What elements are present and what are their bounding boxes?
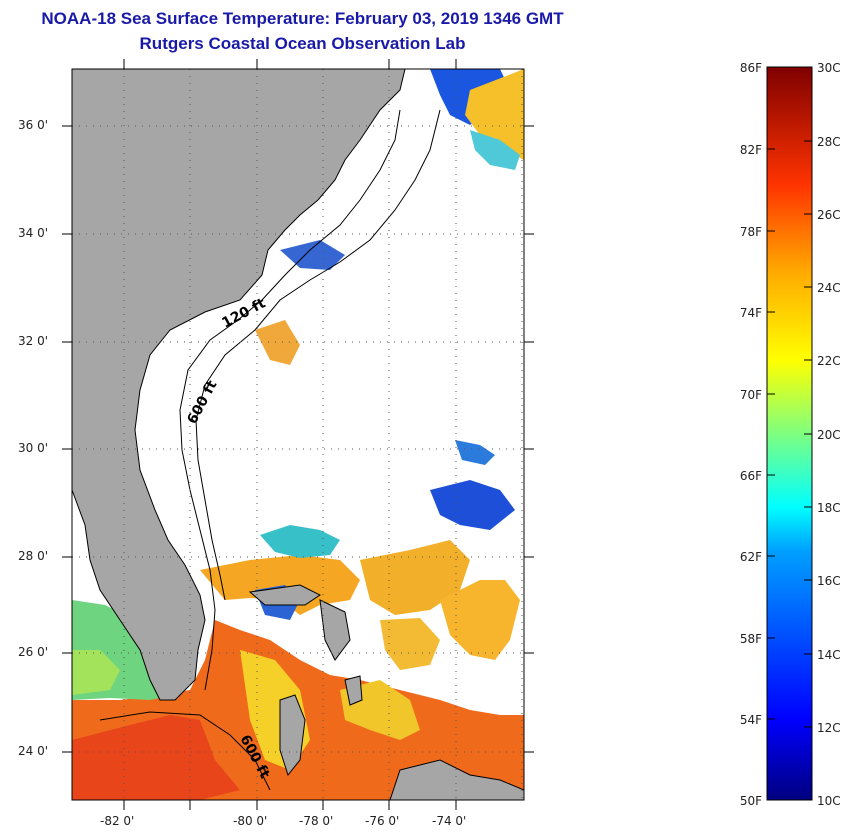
colorbar-label-58f: 58F [739, 632, 762, 646]
graticule [72, 69, 524, 800]
colorbar-label-54f: 54F [739, 713, 762, 727]
colorbar-label-30c: 30C [817, 61, 841, 75]
orange-patch-offshore [255, 320, 300, 365]
map-frame [71, 68, 525, 801]
cyan-patch-mid [260, 525, 340, 558]
lat-label-34: 34 0' [18, 226, 49, 240]
lat-label-26: 26 0' [18, 645, 49, 659]
lon-label-78: -78 0' [299, 814, 334, 828]
colorbar-label-22c: 22C [817, 354, 841, 368]
eleuthera-island [344, 675, 363, 706]
colorbar-label-14c: 14C [817, 648, 841, 662]
colorbar-label-16c: 16C [817, 574, 841, 588]
colorbar-ticks [767, 66, 812, 728]
lat-label-28: 28 0' [18, 549, 49, 563]
contour-600ft-south [99, 711, 271, 791]
contour-120ft [179, 109, 401, 691]
colorbar-label-12c: 12C [817, 721, 841, 735]
lat-label-36: 36 0' [18, 118, 49, 132]
orange-patch-far-east [440, 580, 520, 660]
blue-patch-carolina [280, 240, 345, 270]
colorbar-label-28c: 28C [817, 135, 841, 149]
contour-600ft [195, 109, 441, 601]
colorbar-label-50f: 50F [739, 794, 762, 808]
blue-patch-east [430, 480, 515, 530]
colorbar-label-24c: 24C [817, 281, 841, 295]
cyan-patch-northeast [470, 130, 520, 170]
green-shelf-inner [72, 650, 120, 695]
lon-label-76: -76 0' [365, 814, 400, 828]
orange-patch-east [360, 540, 470, 615]
lon-label-80: -80 0' [233, 814, 268, 828]
lat-label-24: 24 0' [18, 744, 49, 758]
blue-patch-east-2 [455, 440, 495, 465]
grand-bahama-island [248, 584, 321, 606]
colorbar-label-10c: 10C [817, 794, 841, 808]
us-landmass [72, 69, 406, 701]
hot-water-region [72, 715, 240, 800]
colorbar-label-74f: 74F [739, 306, 762, 320]
colorbar-label-70f: 70F [739, 388, 762, 402]
colorbar-label-78f: 78F [739, 225, 762, 239]
lon-label-82: -82 0' [100, 814, 135, 828]
lat-label-30: 30 0' [18, 441, 49, 455]
lat-label-32: 32 0' [18, 334, 49, 348]
colorbar-label-82f: 82F [739, 143, 762, 157]
map-subtitle: Rutgers Coastal Ocean Observation Lab [139, 34, 466, 53]
tick-marks [62, 59, 534, 810]
abaco-island [319, 599, 351, 661]
lon-label-74: -74 0' [432, 814, 467, 828]
colorbar-label-20c: 20C [817, 428, 841, 442]
colorbar-label-86f: 86F [739, 61, 762, 75]
andros-island [279, 694, 306, 777]
map-title: NOAA-18 Sea Surface Temperature: Februar… [41, 9, 564, 28]
colorbar-label-66f: 66F [739, 469, 762, 483]
cuba-coast [389, 759, 524, 800]
orange-patch-middle [380, 618, 440, 670]
colorbar-label-26c: 26C [817, 208, 841, 222]
warm-water-northeast [465, 69, 524, 160]
colorbar-label-18c: 18C [817, 501, 841, 515]
colorbar-label-62f: 62F [739, 550, 762, 564]
